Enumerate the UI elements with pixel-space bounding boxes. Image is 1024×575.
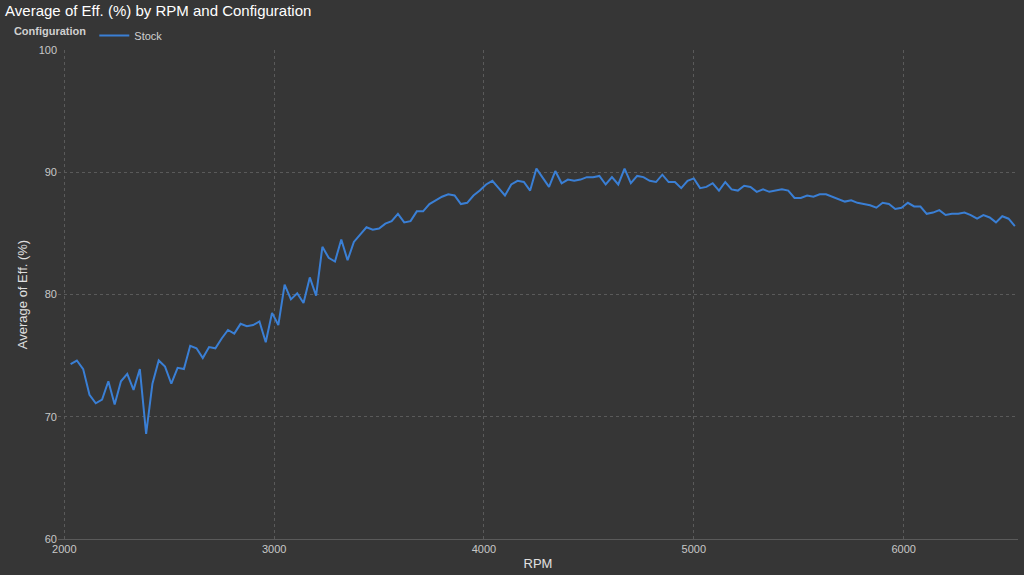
svg-text:6000: 6000 (891, 543, 915, 555)
svg-text:100: 100 (39, 44, 57, 56)
svg-text:5000: 5000 (682, 543, 706, 555)
svg-text:2000: 2000 (52, 543, 76, 555)
svg-text:Configuration: Configuration (14, 25, 86, 37)
svg-text:Stock: Stock (134, 30, 162, 42)
svg-text:3000: 3000 (262, 543, 286, 555)
svg-text:Average of Eff. (%): Average of Eff. (%) (15, 240, 30, 349)
svg-text:80: 80 (45, 288, 57, 300)
svg-text:70: 70 (45, 411, 57, 423)
svg-text:90: 90 (45, 166, 57, 178)
svg-text:60: 60 (45, 533, 57, 545)
svg-text:4000: 4000 (472, 543, 496, 555)
svg-text:Average of Eff. (%) by RPM and: Average of Eff. (%) by RPM and Configura… (5, 2, 311, 19)
svg-text:RPM: RPM (524, 556, 553, 571)
